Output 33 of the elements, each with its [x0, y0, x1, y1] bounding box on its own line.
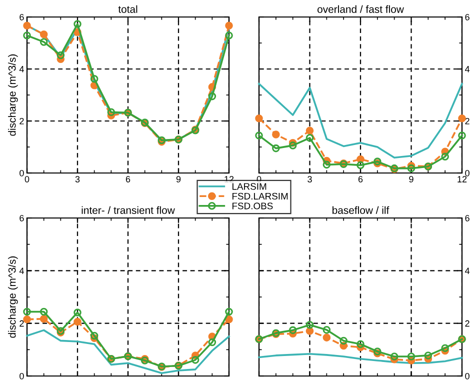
- chart-title: overland / fast flow: [318, 5, 404, 13]
- y-tick-label: 2: [465, 320, 470, 327]
- y-tick-label: 0: [20, 372, 24, 380]
- x-tick-label: 3: [75, 176, 80, 182]
- legend-label: LARSIM: [232, 183, 266, 190]
- chart-title: total: [118, 5, 138, 13]
- chart-title: baseflow / ilf: [332, 206, 390, 214]
- x-tick-label: 3: [308, 176, 312, 182]
- x-tick-label: 9: [176, 176, 181, 182]
- x-tick-label: 6: [126, 176, 130, 182]
- y-tick-label: 4: [464, 268, 470, 274]
- legend-label: FSD.LARSIM: [232, 192, 288, 200]
- y-tick-label: 2: [20, 118, 24, 124]
- y-axis-title: discharge (m^3/s): [8, 256, 18, 338]
- x-tick-label: 9: [409, 176, 414, 182]
- y-tick-label: 6: [20, 214, 24, 222]
- y-tick-label: 2: [465, 118, 470, 124]
- y-tick-label: 6: [465, 14, 470, 20]
- y-tick-label: 0: [20, 170, 24, 176]
- x-tick-label: 0: [24, 176, 30, 182]
- y-tick-label: 0: [465, 372, 470, 380]
- y-tick-label: 6: [20, 14, 24, 20]
- legend-label: FSD.OBS: [232, 202, 273, 210]
- chart-title: inter- / transient flow: [82, 206, 175, 214]
- y-tick-label: 4: [464, 66, 470, 72]
- y-tick-label: 4: [19, 268, 24, 274]
- y-tick-label: 6: [465, 214, 470, 222]
- x-tick-label: 12: [458, 176, 467, 182]
- y-tick-label: 4: [19, 66, 24, 72]
- y-tick-label: 2: [20, 320, 24, 327]
- x-tick-label: 6: [358, 176, 363, 182]
- y-axis-title: discharge (m^3/s): [8, 54, 18, 136]
- y-tick-label: 0: [465, 170, 470, 176]
